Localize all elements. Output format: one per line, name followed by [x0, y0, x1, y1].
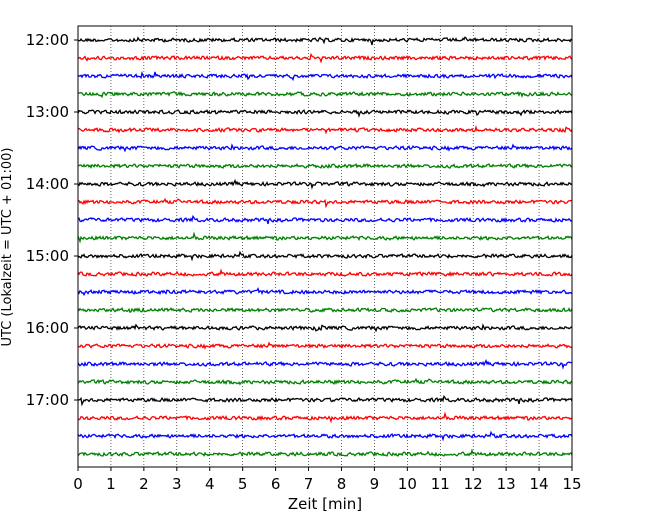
trace-1200 — [77, 36, 573, 46]
trace-1315 — [77, 124, 573, 135]
x-tick-label: 11 — [431, 475, 450, 493]
x-tick-label: 1 — [106, 475, 116, 493]
y-tick-label: 14:00 — [26, 175, 69, 193]
trace-1615 — [77, 341, 573, 350]
traces — [77, 36, 573, 457]
plot-area — [78, 26, 572, 467]
trace-1530 — [77, 286, 573, 297]
trace-1345 — [77, 163, 573, 169]
trace-1645 — [77, 377, 573, 386]
x-tick-label: 6 — [271, 475, 281, 493]
trace-1545 — [77, 307, 573, 313]
trace-1730 — [77, 430, 573, 442]
x-tick-label: 14 — [530, 475, 549, 493]
x-tick-label: 4 — [205, 475, 215, 493]
trace-1300 — [77, 109, 573, 119]
trace-1630 — [77, 358, 573, 370]
y-tick-label: 12:00 — [26, 31, 69, 49]
trace-1500 — [77, 250, 573, 262]
x-tick-label: 2 — [139, 475, 149, 493]
x-tick-label: 0 — [73, 475, 83, 493]
x-axis: 0 1 2 3 4 5 6 7 8 9 10 11 12 13 14 15 — [73, 467, 582, 493]
trace-1715 — [77, 411, 573, 424]
trace-1415 — [77, 197, 573, 209]
trace-1400 — [77, 178, 573, 190]
y-tick-label: 17:00 — [26, 391, 69, 409]
trace-1600 — [77, 323, 573, 333]
x-tick-label: 5 — [238, 475, 248, 493]
x-tick-label: 15 — [562, 475, 581, 493]
x-tick-label: 7 — [304, 475, 314, 493]
x-tick-label: 3 — [172, 475, 182, 493]
trace-1330 — [77, 143, 573, 153]
x-tick-label: 9 — [370, 475, 380, 493]
y-axis-label: UTC (Lokalzeit = UTC + 01:00) — [0, 148, 15, 347]
trace-1245 — [77, 90, 573, 99]
trace-1445 — [77, 231, 573, 244]
y-tick-label: 13:00 — [26, 103, 69, 121]
y-tick-label: 15:00 — [26, 247, 69, 265]
y-axis: 12:00 13:00 14:00 15:00 16:00 17:00 — [26, 31, 78, 409]
plot-frame — [77, 25, 573, 468]
trace-1215 — [77, 52, 573, 64]
trace-1745 — [77, 448, 573, 457]
x-tick-label: 12 — [464, 475, 483, 493]
trace-1515 — [77, 268, 573, 277]
x-tick-label: 10 — [398, 475, 417, 493]
x-tick-label: 13 — [497, 475, 516, 493]
x-tick-label: 8 — [337, 475, 347, 493]
trace-1700 — [77, 394, 573, 407]
trace-1430 — [77, 214, 573, 225]
y-tick-label: 16:00 — [26, 319, 69, 337]
trace-1230 — [77, 70, 573, 82]
x-axis-label: Zeit [min] — [288, 495, 362, 513]
